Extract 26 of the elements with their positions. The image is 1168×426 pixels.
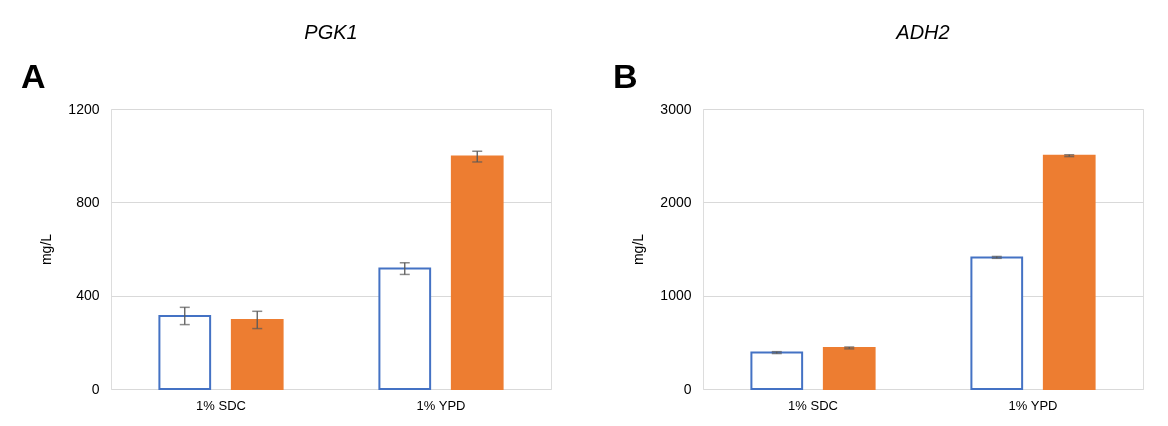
bar: [450, 155, 504, 390]
text: B: [613, 57, 638, 95]
y-tick-label: 2000: [660, 193, 692, 210]
bar: [378, 267, 432, 390]
x-tick-label: 1% SDC: [196, 397, 246, 413]
x-tick-label: 1% YPD: [416, 397, 466, 413]
bar: [158, 314, 212, 390]
bar: [822, 346, 876, 390]
bar: [1042, 154, 1096, 390]
y-tick-label: 800: [76, 193, 100, 210]
y-tick-label: 0: [683, 380, 692, 397]
text: A: [21, 57, 46, 95]
bar: [970, 256, 1024, 390]
y-tick-label: 0: [91, 380, 100, 397]
chart-title: ADH2: [895, 21, 950, 43]
y-axis-title: mg/L: [38, 233, 55, 266]
y-tick-label: 400: [76, 287, 100, 304]
x-tick-label: 1% YPD: [1008, 397, 1058, 413]
y-tick-label: 1000: [660, 287, 692, 304]
bar: [230, 318, 284, 390]
y-axis-title: mg/L: [630, 233, 647, 266]
chart-title: PGK1: [304, 21, 358, 43]
y-tick-label: 1200: [68, 100, 100, 117]
y-tick-label: 3000: [660, 100, 692, 117]
bar: [750, 351, 804, 390]
x-tick-label: 1% SDC: [788, 397, 838, 413]
